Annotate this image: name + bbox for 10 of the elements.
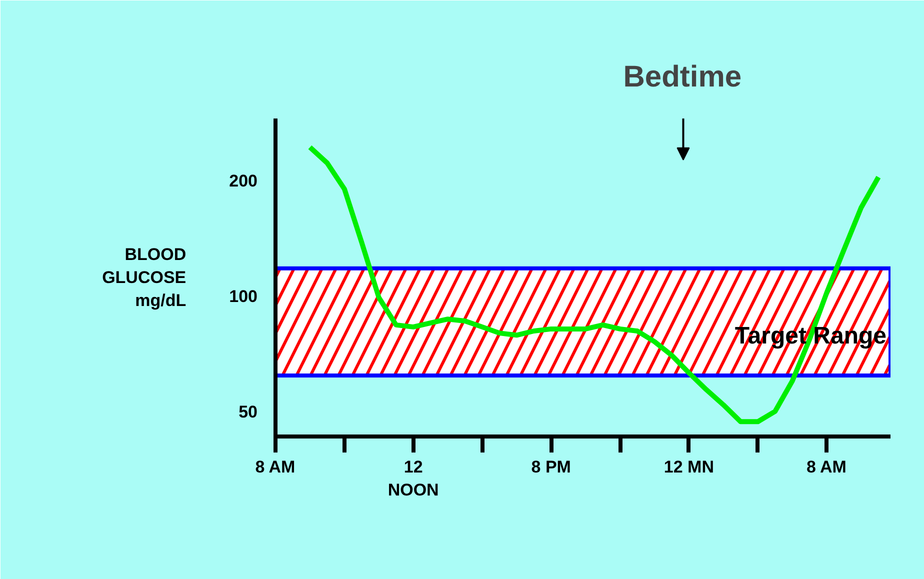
y-tick-label: 200 <box>229 171 258 190</box>
text: Bedtime <box>623 60 742 94</box>
x-tick-label: 8 AM <box>806 458 846 476</box>
x-tick-label: 12 NOON <box>388 458 439 500</box>
x-tick-label: 8 PM <box>531 458 571 476</box>
y-tick-label: 100 <box>229 286 258 306</box>
y-tick-label: 50 <box>238 402 258 422</box>
y-axis-title: BLOOD GLUCOSE mg/dL <box>102 245 186 310</box>
x-tick-label: 12 MN <box>664 458 714 476</box>
x-tick-label: 8 AM <box>255 458 296 476</box>
